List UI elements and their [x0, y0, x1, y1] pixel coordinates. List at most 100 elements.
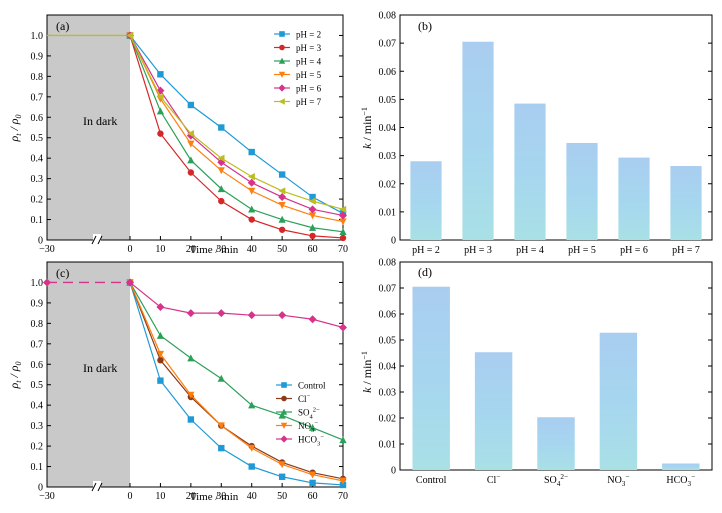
a-series-line [129, 35, 344, 217]
a-data-point [278, 202, 286, 210]
panel-a-xlabel: Time / min [190, 244, 239, 256]
panel-a-label: (a) [56, 19, 69, 33]
b-bar [514, 103, 546, 240]
a-data-point [187, 140, 195, 148]
a-data-point [157, 130, 164, 137]
a-xtick-label: −30 [39, 244, 55, 255]
panel-a-axes: 00.10.20.30.40.50.60.70.80.91.0−30 0 10 20 3… [31, 14, 348, 255]
c-axis-break-gap [93, 481, 101, 493]
c-data-point [248, 463, 255, 470]
b-xtick-label: pH = 4 [516, 245, 544, 256]
a-ytick-label: 0.3 [31, 174, 44, 185]
a-data-point [339, 234, 347, 242]
c-data-point [278, 311, 287, 320]
c-plot-frame [46, 261, 344, 488]
panel-b-bars [410, 41, 702, 240]
c-xtick-label: 40 [247, 491, 257, 502]
panel-b: 0 0.01 0.02 0.03 0.04 0.05 0.06 0.07 0.08 pH = 2 p… [360, 11, 713, 256]
a-data-point [187, 169, 195, 176]
a-data-point [126, 31, 134, 40]
c-legend-label: NO3− [298, 420, 318, 434]
c-data-point [247, 311, 256, 320]
panel-b-ylabel: k / min−1 [360, 107, 374, 149]
panel-c-xlabel: Time / min [190, 491, 239, 503]
panel-c-legend: Control Cl− SO42−NO3−HCO3− [276, 381, 326, 448]
d-ytick-label: 0.01 [379, 440, 397, 451]
d-ytick-label: 0.08 [379, 258, 397, 269]
c-ytick-label: 0.3 [31, 421, 44, 432]
d-ytick-label: 0.02 [379, 414, 397, 425]
c-data-point [248, 401, 256, 409]
a-data-point [217, 185, 225, 193]
c-data-point [339, 323, 347, 332]
b-bar [410, 161, 442, 240]
c-xtick-label: 20 [186, 491, 196, 502]
c-series-line [129, 282, 344, 486]
a-ytick-label: 0.6 [31, 113, 44, 124]
a-data-point [247, 178, 256, 187]
a-data-point [308, 223, 317, 231]
c-legend-marker [280, 408, 288, 415]
a-data-point [278, 215, 286, 223]
a-xtick-label: 10 [155, 244, 165, 255]
c-xtick-label: 50 [277, 491, 287, 502]
c-data-point [309, 479, 316, 487]
c-data-point [278, 411, 286, 419]
a-data-point [187, 101, 195, 109]
panel-d: 0 0.01 0.02 0.03 0.04 0.05 0.06 0.07 0.08 Control… [360, 258, 713, 488]
c-ytick-label: 0.6 [31, 360, 44, 371]
a-plot-frame [46, 14, 344, 241]
a-data-point [308, 197, 316, 205]
b-bar [566, 142, 598, 240]
d-xtick-label: Control [416, 475, 447, 486]
a-legend-marker [279, 31, 285, 37]
b-bar [670, 166, 702, 240]
a-data-point [339, 218, 347, 226]
a-xtick-label: 0 [128, 244, 133, 255]
b-ytick-label: 0.04 [379, 123, 397, 134]
c-series-line [129, 282, 344, 480]
c-legend-label: Control [298, 381, 326, 391]
a-series-line [129, 35, 344, 214]
c-legend-marker [280, 435, 288, 443]
a-ytick-label: 0.5 [31, 133, 44, 144]
c-legend-label: HCO3− [298, 434, 324, 448]
b-ytick-label: 0.05 [379, 95, 397, 106]
d-xtick-label: SO42− [544, 473, 568, 488]
panel-a-dark-region [47, 15, 130, 240]
c-ytick-label: 0.7 [31, 339, 44, 350]
a-series-line [129, 35, 344, 223]
a-ytick-label: 0.4 [31, 154, 44, 165]
panel-a-dark-annotation: In dark [83, 114, 117, 128]
a-ytick-label: 0.9 [31, 51, 44, 62]
c-legend-marker [280, 422, 288, 429]
a-legend-marker [278, 98, 285, 105]
panel-c-dark-annotation: In dark [83, 361, 117, 375]
a-legend-marker [278, 57, 286, 64]
b-xtick-label: pH = 2 [412, 245, 440, 256]
a-data-point [187, 130, 195, 138]
a-data-point [309, 232, 316, 240]
a-data-point [308, 205, 317, 214]
a-xtick-label: 20 [186, 244, 196, 255]
panel-c-label: (c) [56, 266, 69, 280]
c-ytick-label: 0 [38, 483, 43, 494]
c-ytick-label: 0.9 [31, 298, 44, 309]
b-xtick-label: pH = 6 [620, 245, 648, 256]
c-xtick-label: 70 [338, 491, 348, 502]
c-ytick-label: 0.4 [31, 401, 44, 412]
a-legend-label: pH = 4 [296, 57, 322, 67]
a-data-point [339, 205, 347, 213]
d-ytick-label: 0.05 [379, 336, 397, 347]
c-data-point [187, 391, 195, 399]
b-ytick-label: 0.01 [379, 207, 397, 218]
a-data-point [248, 187, 256, 195]
b-ytick-label: 0.06 [379, 67, 397, 78]
c-data-point [43, 278, 51, 287]
panel-b-label: (b) [418, 19, 432, 33]
a-ytick-label: 1.0 [31, 31, 44, 42]
d-ytick-label: 0.04 [379, 362, 397, 373]
a-ytick-label: 0 [38, 236, 43, 247]
panel-d-label: (d) [418, 265, 432, 279]
